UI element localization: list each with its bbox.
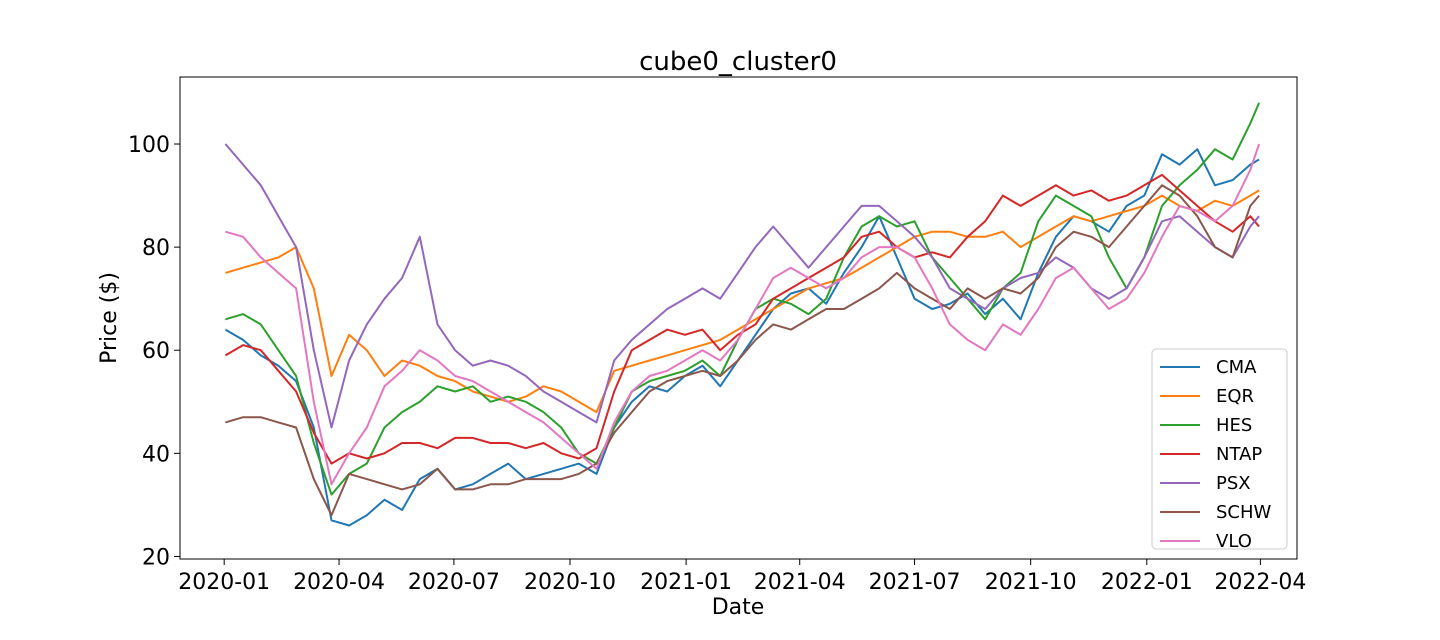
legend-label-schw: SCHW xyxy=(1216,502,1272,523)
x-tick-label: 2022-01 xyxy=(1101,570,1193,595)
x-tick-label: 2022-04 xyxy=(1214,570,1306,595)
x-tick-label: 2021-04 xyxy=(754,570,846,595)
plot-frame xyxy=(179,76,1298,560)
plot-area xyxy=(179,76,1298,560)
series-line-vlo xyxy=(225,143,1261,486)
legend-label-cma: CMA xyxy=(1216,357,1257,378)
legend: CMA EQR HES NTAP PSX SCHW VLO xyxy=(1151,348,1288,552)
x-tick-label: 2020-10 xyxy=(524,570,616,595)
x-axis-label: Date xyxy=(712,595,765,620)
legend-label-vlo: VLO xyxy=(1216,531,1252,552)
series-line-cma xyxy=(224,148,1260,527)
chart-title: cube0_cluster0 xyxy=(639,47,837,77)
x-tick-label: 2020-07 xyxy=(408,570,500,595)
series-line-schw xyxy=(225,184,1260,517)
x-tick-label: 2021-10 xyxy=(985,570,1077,595)
x-tick-label: 2021-07 xyxy=(869,570,961,595)
legend-box xyxy=(1151,348,1288,550)
y-axis: 20 40 60 80 100 xyxy=(128,133,180,570)
series-line-eqr xyxy=(225,189,1260,414)
legend-label-ntap: NTAP xyxy=(1216,444,1262,465)
x-tick-label: 2021-01 xyxy=(640,570,732,595)
x-tick-label: 2020-01 xyxy=(178,570,270,595)
series-line-hes xyxy=(225,102,1261,496)
x-axis: 2020-01 2020-04 2020-07 2020-10 2021-01 2021-… xyxy=(178,559,1306,595)
legend-label-eqr: EQR xyxy=(1216,386,1254,407)
legend-label-hes: HES xyxy=(1216,415,1252,436)
y-axis-label: Price ($) xyxy=(97,272,122,364)
y-tick-label: 40 xyxy=(142,442,170,467)
legend-label-psx: PSX xyxy=(1216,473,1251,494)
y-tick-label: 60 xyxy=(142,339,170,364)
y-tick-label: 100 xyxy=(128,133,170,158)
y-tick-label: 20 xyxy=(142,545,170,570)
x-tick-label: 2020-04 xyxy=(293,570,385,595)
y-tick-label: 80 xyxy=(142,236,170,261)
series-line-ntap xyxy=(224,173,1260,465)
series-line-psx xyxy=(224,143,1260,429)
series-layer xyxy=(224,102,1261,527)
